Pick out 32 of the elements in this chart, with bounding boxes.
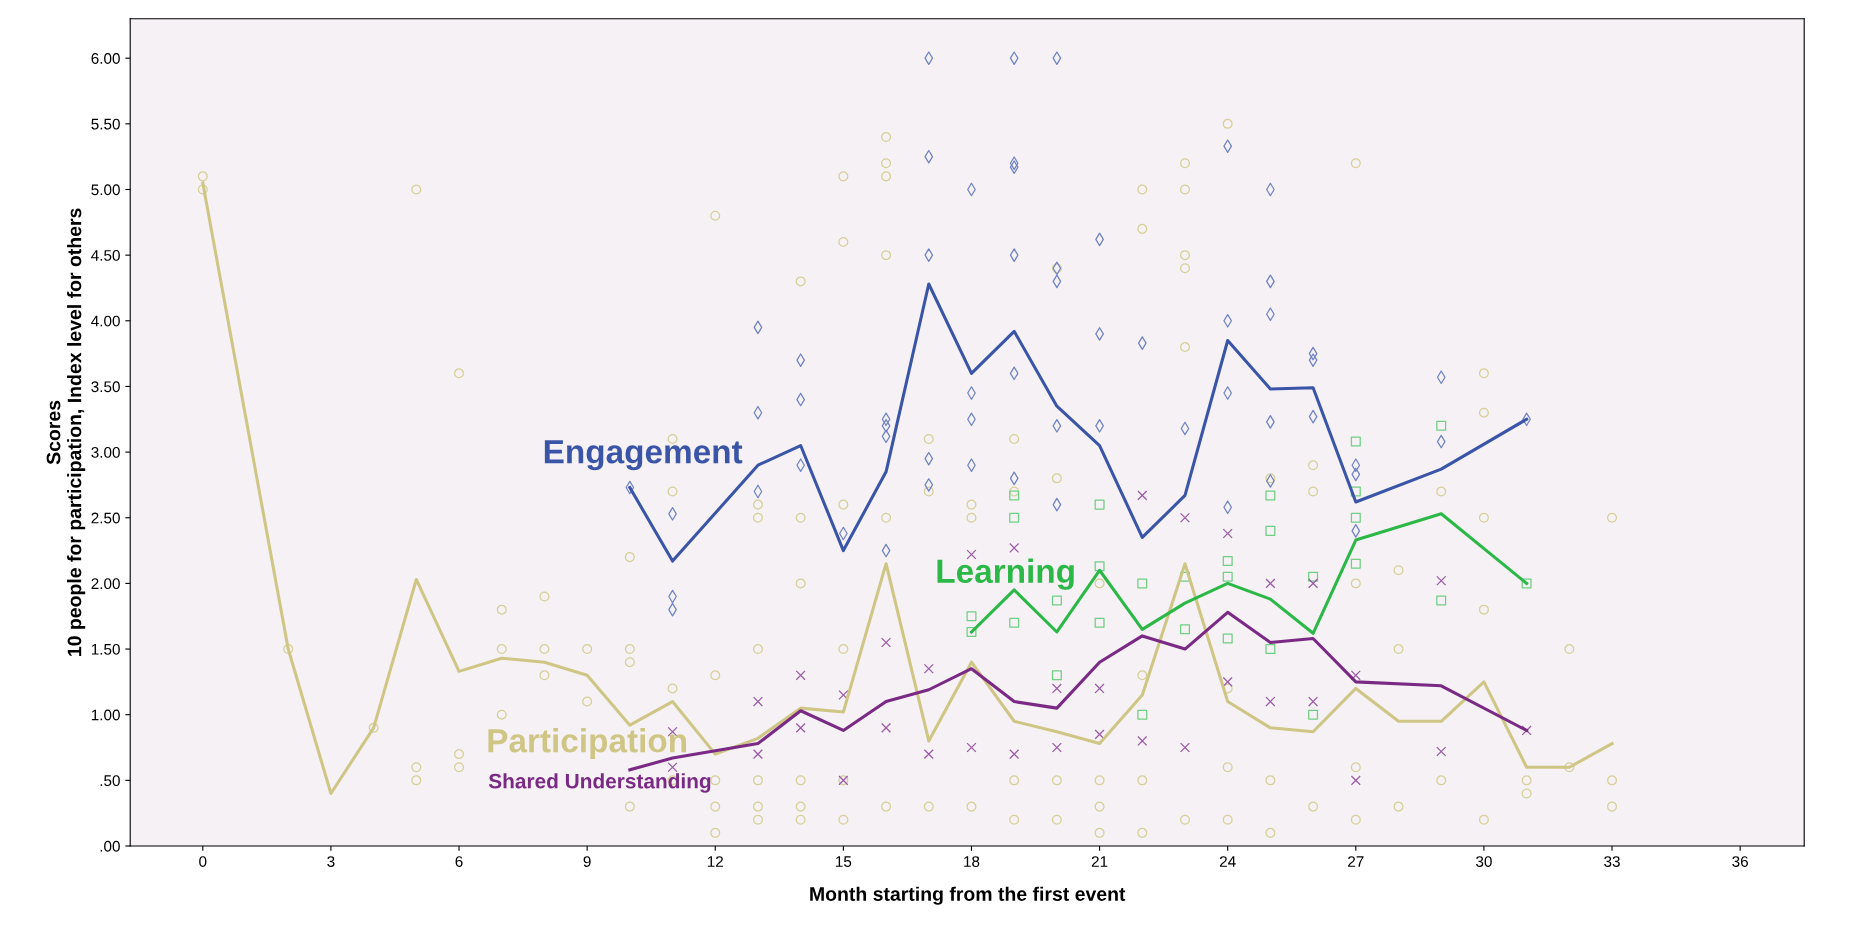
x-tick-label: 33 [1604, 856, 1620, 867]
x-tick-label: 3 [327, 856, 335, 867]
y-tick-label: .00 [100, 840, 120, 852]
x-tick-label: 6 [455, 856, 463, 867]
y-tick-label: 1.50 [91, 643, 120, 655]
series-label: Participation [488, 728, 687, 760]
series-label: Learning [937, 558, 1074, 590]
series-label: Shared Understanding [488, 773, 711, 793]
x-axis-title: Month starting from the first event [810, 886, 1126, 905]
y-tick-label: 3.50 [91, 381, 120, 393]
y-tick-label: 1.00 [91, 709, 120, 721]
series-label: Engagement [544, 440, 743, 471]
x-tick-label: 15 [836, 856, 852, 867]
x-tick-label: 12 [707, 856, 723, 867]
x-tick-label: 30 [1476, 856, 1492, 867]
y-tick-label: .50 [100, 775, 120, 787]
x-tick-label: 21 [1091, 856, 1108, 867]
y-axis-title: Scores 10 people for participation, Index level for others [46, 208, 86, 656]
x-tick-label: 0 [199, 856, 207, 867]
x-tick-label: 24 [1219, 856, 1236, 867]
x-tick-label: 27 [1348, 856, 1364, 867]
y-tick-label: 4.50 [91, 250, 120, 261]
y-tick-label: 3.00 [91, 446, 120, 458]
x-tick-label: 18 [964, 856, 980, 867]
x-tick-label: 36 [1732, 856, 1748, 867]
y-tick-label: 6.00 [91, 53, 120, 64]
y-tick-label: 5.50 [91, 118, 120, 130]
x-tick-label: 9 [583, 856, 591, 867]
y-tick-label: 2.00 [91, 578, 120, 590]
y-tick-label: 5.00 [91, 184, 120, 196]
y-tick-label: 2.50 [91, 512, 120, 524]
y-tick-label: 4.00 [91, 315, 120, 327]
